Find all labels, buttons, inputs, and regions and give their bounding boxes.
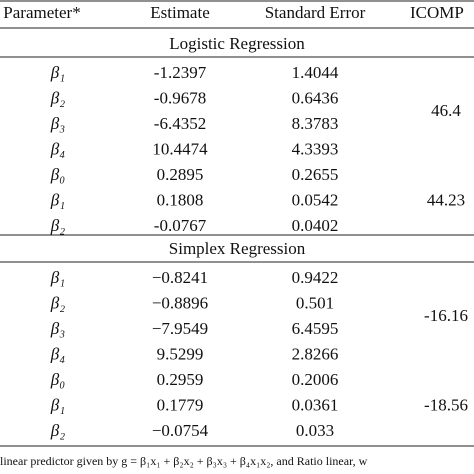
parameter: β₄	[50, 139, 65, 158]
std-error: 0.9422	[292, 268, 339, 287]
header-cell: ICOMP	[410, 3, 464, 22]
parameter: β₁	[50, 63, 65, 82]
parameter: β₃	[50, 319, 65, 338]
std-error: 0.0402	[292, 216, 339, 235]
parameter: β₂	[50, 216, 65, 235]
std-error: 0.0361	[292, 395, 339, 414]
std-error: 8.3783	[292, 114, 339, 133]
estimate: −0.0754	[152, 421, 209, 440]
estimate: −0.8241	[152, 268, 208, 287]
icomp: 44.23	[427, 190, 465, 209]
std-error: 0.2006	[292, 370, 339, 389]
parameter: β₁	[50, 395, 65, 414]
parameter: β₂	[50, 88, 65, 107]
std-error: 6.4595	[292, 319, 339, 338]
estimate: -1.2397	[154, 63, 207, 82]
estimate: −7.9549	[152, 319, 208, 338]
parameter: β₄	[50, 344, 65, 363]
std-error: 0.033	[296, 421, 334, 440]
parameter: β₂	[50, 293, 65, 312]
estimate: -0.0767	[154, 216, 207, 235]
estimate: 0.2959	[157, 370, 204, 389]
parameter: β₁	[50, 190, 65, 209]
parameter: β₃	[50, 114, 65, 133]
estimate: 0.1779	[157, 395, 204, 414]
parameter: β₁	[50, 268, 65, 287]
estimate: 0.1808	[157, 190, 204, 209]
estimate: −0.8896	[152, 293, 208, 312]
parameter: β₀	[50, 165, 65, 184]
std-error: 0.2655	[292, 165, 339, 184]
estimate: 10.4474	[152, 139, 208, 158]
std-error: 0.501	[296, 293, 334, 312]
footnote: linear predictor given by g = β₁x₁ + β₂x…	[0, 454, 368, 468]
estimate: 9.5299	[157, 344, 204, 363]
estimate: -6.4352	[154, 114, 206, 133]
std-error: 1.4044	[292, 63, 339, 82]
std-error: 4.3393	[292, 139, 339, 158]
std-error: 2.8266	[292, 344, 339, 363]
parameter: β₀	[50, 370, 65, 389]
parameter: β₂	[50, 421, 65, 440]
std-error: 0.6436	[292, 88, 339, 107]
header-cell: Standard Error	[265, 3, 366, 22]
icomp: -16.16	[424, 306, 468, 325]
estimate: 0.2895	[157, 165, 204, 184]
section-title: Simplex Regression	[169, 239, 306, 258]
section-title: Logistic Regression	[169, 34, 305, 53]
header-cell: Parameter*	[3, 3, 80, 22]
icomp: 46.4	[431, 101, 461, 120]
std-error: 0.0542	[292, 190, 339, 209]
estimate: -0.9678	[154, 88, 206, 107]
header-cell: Estimate	[150, 3, 209, 22]
icomp: -18.56	[424, 395, 468, 414]
